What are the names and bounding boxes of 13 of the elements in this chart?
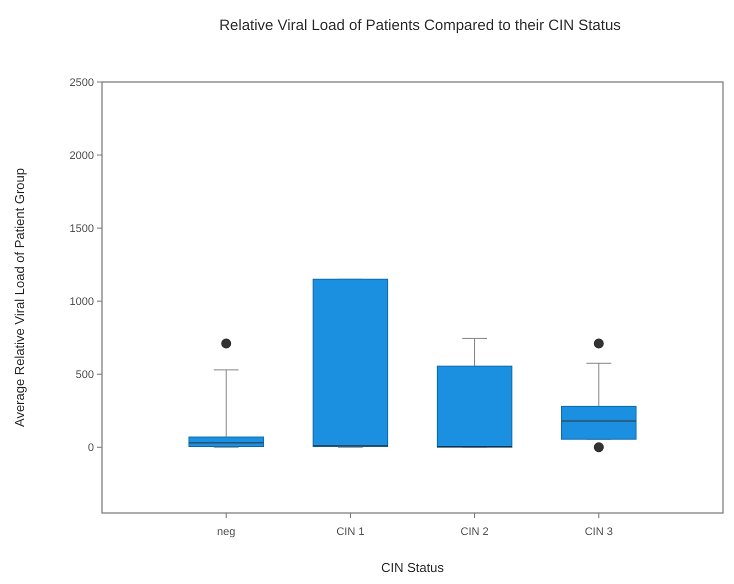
- y-tick-label: 1000: [70, 296, 94, 308]
- y-tick-label: 1500: [70, 222, 94, 235]
- x-tick-label: neg: [217, 526, 236, 538]
- y-tick-label: 2000: [70, 150, 94, 162]
- y-tick-label: 2500: [70, 76, 94, 89]
- x-tick-label: CIN 1: [336, 526, 364, 538]
- y-axis-title: Average Relative Viral Load of Patient Group: [12, 168, 27, 427]
- y-tick-label: 500: [76, 369, 94, 382]
- chart-title: Relative Viral Load of Patients Compared to their CIN Status: [219, 17, 621, 34]
- x-tick-label: CIN 2: [460, 526, 489, 538]
- x-tick-label: CIN 3: [584, 526, 613, 538]
- x-axis-title: CIN Status: [381, 560, 444, 575]
- y-tick-label: 0: [88, 442, 94, 454]
